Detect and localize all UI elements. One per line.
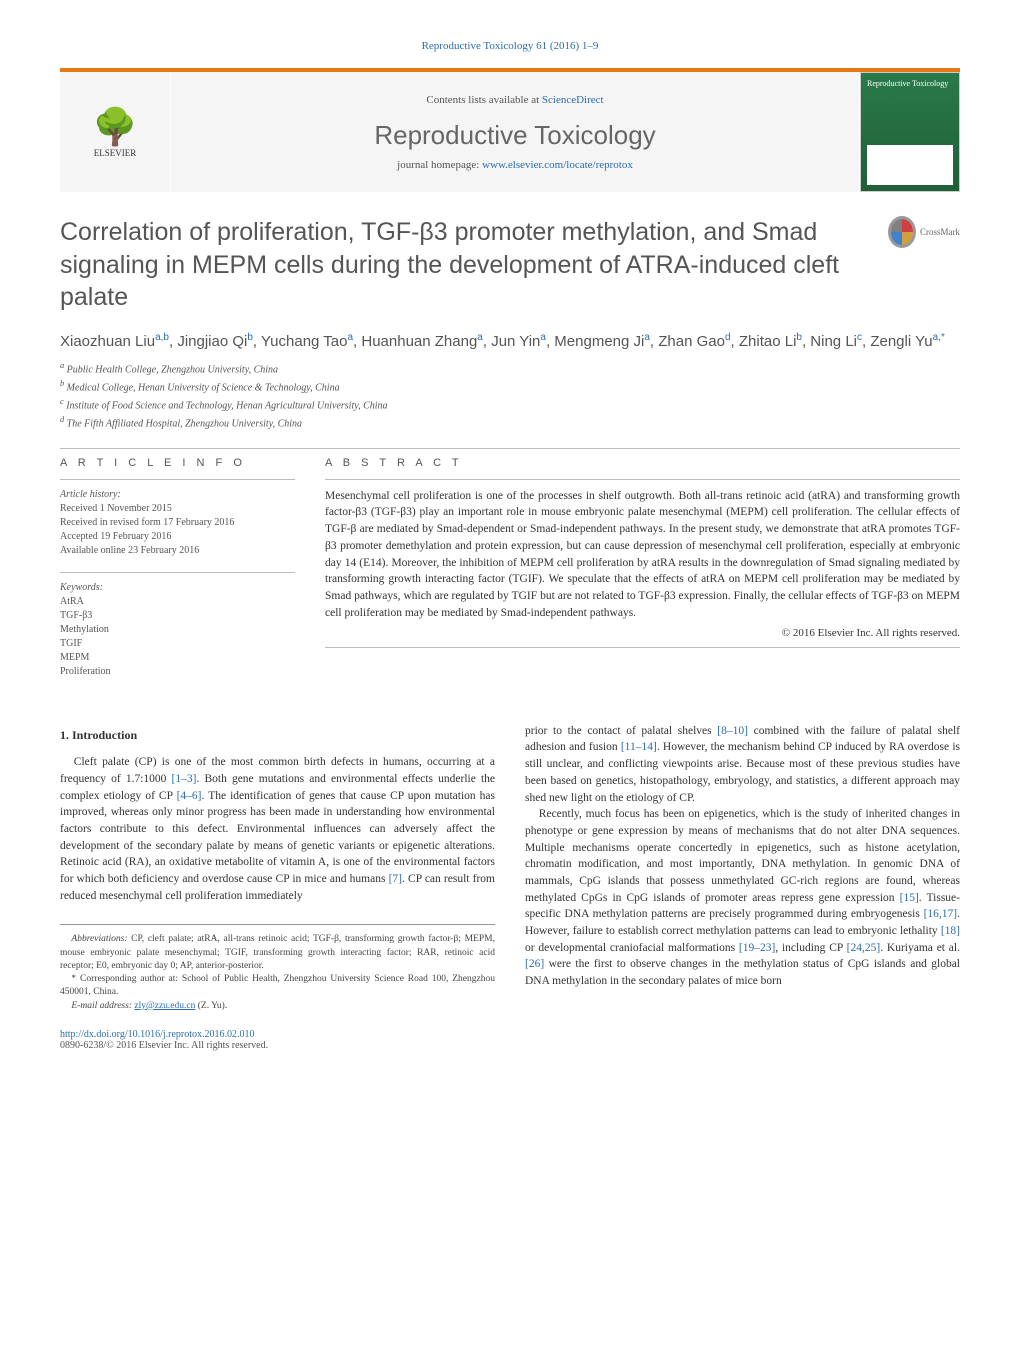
contents-available-line: Contents lists available at ScienceDirec… <box>426 94 603 106</box>
citation-link[interactable]: [18] <box>941 925 960 937</box>
footer-links: http://dx.doi.org/10.1016/j.reprotox.201… <box>60 1029 960 1051</box>
article-history: Article history: Received 1 November 201… <box>60 488 295 558</box>
divider <box>60 479 295 480</box>
citation-link[interactable]: [7] <box>389 873 402 885</box>
journal-homepage-line: journal homepage: www.elsevier.com/locat… <box>397 159 633 171</box>
divider <box>60 572 295 573</box>
history-label: Article history: <box>60 488 295 502</box>
keywords-label: Keywords: <box>60 581 295 595</box>
citation-link[interactable]: [24,25] <box>847 942 881 954</box>
citation-link[interactable]: [4–6] <box>177 790 202 802</box>
affiliation-item: b Medical College, Henan University of S… <box>60 378 960 395</box>
citation-link[interactable]: [1–3] <box>172 773 197 785</box>
crossmark-icon <box>888 216 916 248</box>
divider <box>60 448 960 449</box>
keyword-item: TGF-β3 <box>60 609 295 623</box>
article-title: Correlation of proliferation, TGF-β3 pro… <box>60 216 872 314</box>
affiliation-item: c Institute of Food Science and Technolo… <box>60 396 960 413</box>
keyword-item: AtRA <box>60 595 295 609</box>
citation-link[interactable]: [19–23] <box>739 942 775 954</box>
journal-meta-center: Contents lists available at ScienceDirec… <box>171 72 859 192</box>
citation-link[interactable]: [16,17] <box>924 908 958 920</box>
citation-link[interactable]: [26] <box>525 958 544 970</box>
body-two-column: 1. Introduction Cleft palate (CP) is one… <box>60 723 960 1013</box>
journal-name: Reproductive Toxicology <box>374 120 655 151</box>
issn-line: 0890-6238/© 2016 Elsevier Inc. All right… <box>60 1040 268 1051</box>
history-item: Received in revised form 17 February 201… <box>60 516 295 530</box>
abstract-column: A B S T R A C T Mesenchymal cell prolife… <box>325 457 960 693</box>
history-item: Available online 23 February 2016 <box>60 544 295 558</box>
copyright-line: © 2016 Elsevier Inc. All rights reserved… <box>325 627 960 639</box>
cover-title: Reproductive Toxicology <box>867 79 953 88</box>
article-info-column: A R T I C L E I N F O Article history: R… <box>60 457 295 693</box>
footnote-box: Abbreviations: CP, cleft palate; atRA, a… <box>60 924 495 1013</box>
body-paragraph-col2-2: Recently, much focus has been on epigene… <box>525 806 960 989</box>
affiliations-list: a Public Health College, Zhengzhou Unive… <box>60 360 960 432</box>
sciencedirect-link[interactable]: ScienceDirect <box>542 94 604 106</box>
divider <box>325 479 960 480</box>
history-item: Received 1 November 2015 <box>60 502 295 516</box>
abstract-head: A B S T R A C T <box>325 457 960 469</box>
keyword-item: Proliferation <box>60 665 295 679</box>
abbreviations-footnote: Abbreviations: CP, cleft palate; atRA, a… <box>60 933 495 973</box>
keyword-item: Methylation <box>60 623 295 637</box>
journal-cover-thumb: Reproductive Toxicology <box>860 72 960 192</box>
keywords-block: Keywords: AtRATGF-β3MethylationTGIFMEPMP… <box>60 581 295 679</box>
introduction-head: 1. Introduction <box>60 727 495 744</box>
doi-link[interactable]: http://dx.doi.org/10.1016/j.reprotox.201… <box>60 1029 255 1040</box>
elsevier-tree-icon: 🌳 <box>93 106 138 148</box>
history-item: Accepted 19 February 2016 <box>60 530 295 544</box>
intro-paragraph-1: Cleft palate (CP) is one of the most com… <box>60 754 495 904</box>
author-list: Xiaozhuan Liua,b, Jingjiao Qib, Yuchang … <box>60 332 960 350</box>
crossmark-badge[interactable]: CrossMark <box>888 216 960 248</box>
affiliation-item: a Public Health College, Zhengzhou Unive… <box>60 360 960 377</box>
citation-link[interactable]: [15] <box>900 892 919 904</box>
corresponding-author-footnote: * Corresponding author at: School of Pub… <box>60 973 495 1000</box>
publisher-name: ELSEVIER <box>94 148 137 158</box>
citation-link[interactable]: [11–14] <box>621 741 657 753</box>
article-info-head: A R T I C L E I N F O <box>60 457 295 469</box>
journal-meta-bar: 🌳 ELSEVIER Contents lists available at S… <box>60 68 960 192</box>
body-paragraph-col2-1: prior to the contact of palatal shelves … <box>525 723 960 806</box>
journal-homepage-link[interactable]: www.elsevier.com/locate/reprotox <box>482 159 633 171</box>
publisher-logo: 🌳 ELSEVIER <box>60 72 170 192</box>
keyword-item: MEPM <box>60 651 295 665</box>
affiliation-item: d The Fifth Affiliated Hospital, Zhengzh… <box>60 414 960 431</box>
email-link[interactable]: zly@zzu.edu.cn <box>134 1001 195 1011</box>
divider <box>325 647 960 648</box>
crossmark-label: CrossMark <box>920 227 960 237</box>
citation-link[interactable]: [8–10] <box>717 725 748 737</box>
keyword-item: TGIF <box>60 637 295 651</box>
header-citation: Reproductive Toxicology 61 (2016) 1–9 <box>60 40 960 52</box>
cover-graphic <box>867 145 953 185</box>
email-footnote: E-mail address: zly@zzu.edu.cn (Z. Yu). <box>60 1000 495 1013</box>
abstract-text: Mesenchymal cell proliferation is one of… <box>325 488 960 621</box>
